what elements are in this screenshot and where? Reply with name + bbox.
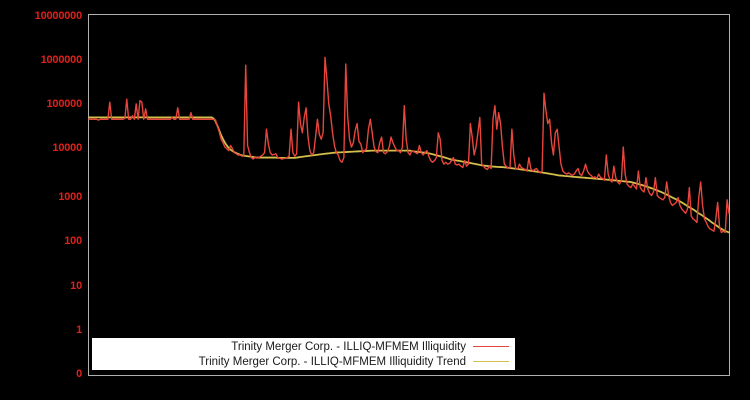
legend-swatch-illiquidity [473, 346, 509, 347]
plot-frame [88, 14, 730, 376]
series-line-illiquidity-trend [88, 116, 730, 234]
y-axis-tick-10: 10 [70, 280, 82, 292]
y-axis-tick-10000: 10000 [52, 142, 82, 154]
legend-item-illiquidity-trend: Trinity Merger Corp. - ILLIQ-MFMEM Illiq… [199, 354, 509, 369]
y-axis-tick-0: 0 [76, 368, 82, 380]
legend-swatch-illiquidity-trend [473, 361, 509, 362]
y-axis-tick-100: 100 [64, 235, 82, 247]
legend-label-illiquidity: Trinity Merger Corp. - ILLIQ-MFMEM Illiq… [231, 340, 466, 353]
series-line-illiquidity [88, 56, 730, 234]
y-axis-tick-1: 1 [76, 324, 82, 336]
legend-item-illiquidity: Trinity Merger Corp. - ILLIQ-MFMEM Illiq… [231, 339, 509, 354]
y-axis-tick-1000000: 1000000 [40, 54, 83, 66]
chart-legend: Trinity Merger Corp. - ILLIQ-MFMEM Illiq… [92, 338, 515, 370]
legend-label-illiquidity-trend: Trinity Merger Corp. - ILLIQ-MFMEM Illiq… [198, 355, 466, 368]
y-axis-tick-1000: 1000 [58, 191, 82, 203]
y-axis-tick-100000: 100000 [46, 98, 82, 110]
y-axis-tick-10000000: 10000000 [34, 10, 83, 22]
